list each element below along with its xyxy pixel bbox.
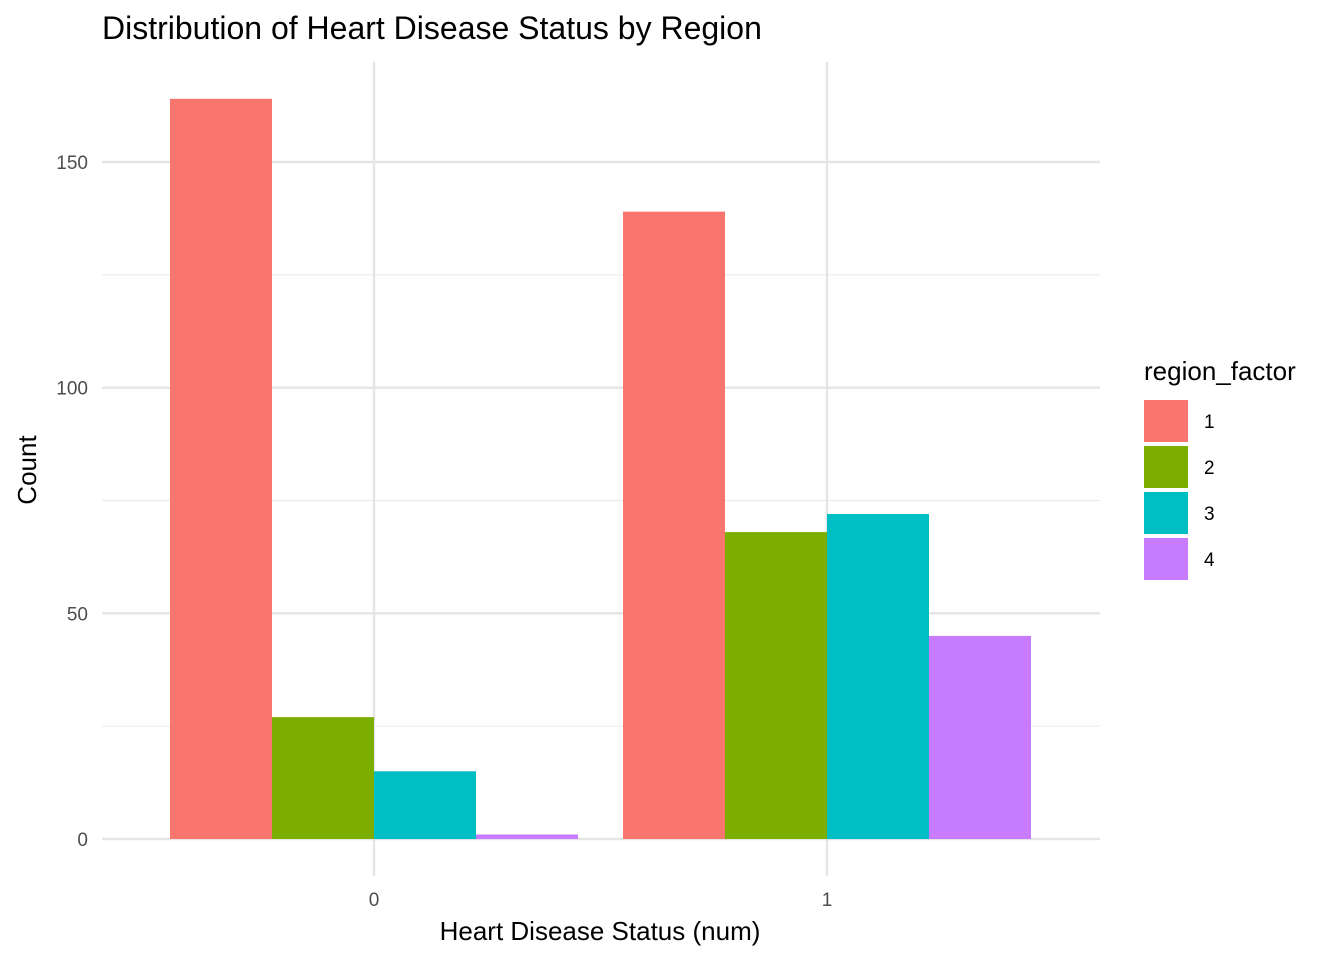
x-tick-label: 0 [369,890,380,911]
y-tick-label: 150 [56,153,88,174]
chart-title: Distribution of Heart Disease Status by … [102,10,762,46]
legend-label: 2 [1204,458,1215,479]
bar [725,532,827,839]
legend-swatch [1144,538,1188,580]
legend-swatch [1144,400,1188,442]
bar [272,717,374,839]
legend-title: region_factor [1144,356,1296,386]
bars [170,98,1031,839]
bar [374,771,476,839]
y-axis-title: Count [12,435,42,505]
y-tick-label: 50 [67,604,88,625]
legend-label: 3 [1204,504,1215,525]
bar [929,635,1031,839]
y-tick-label: 0 [77,830,88,851]
legend-swatch [1144,446,1188,488]
bar [476,834,578,839]
bar [170,98,272,839]
bar [623,211,725,839]
x-axis-title: Heart Disease Status (num) [440,916,761,946]
y-axis-tick-labels: 0 50 100 150 [56,153,88,851]
legend-label: 1 [1204,412,1215,433]
bar [827,514,929,839]
legend-swatch [1144,492,1188,534]
x-tick-label: 1 [822,890,833,911]
y-tick-label: 100 [56,379,88,400]
legend-label: 4 [1204,550,1215,571]
legend: region_factor 1 2 3 4 [1144,356,1296,580]
legend-items: 1 2 3 4 [1144,400,1215,580]
